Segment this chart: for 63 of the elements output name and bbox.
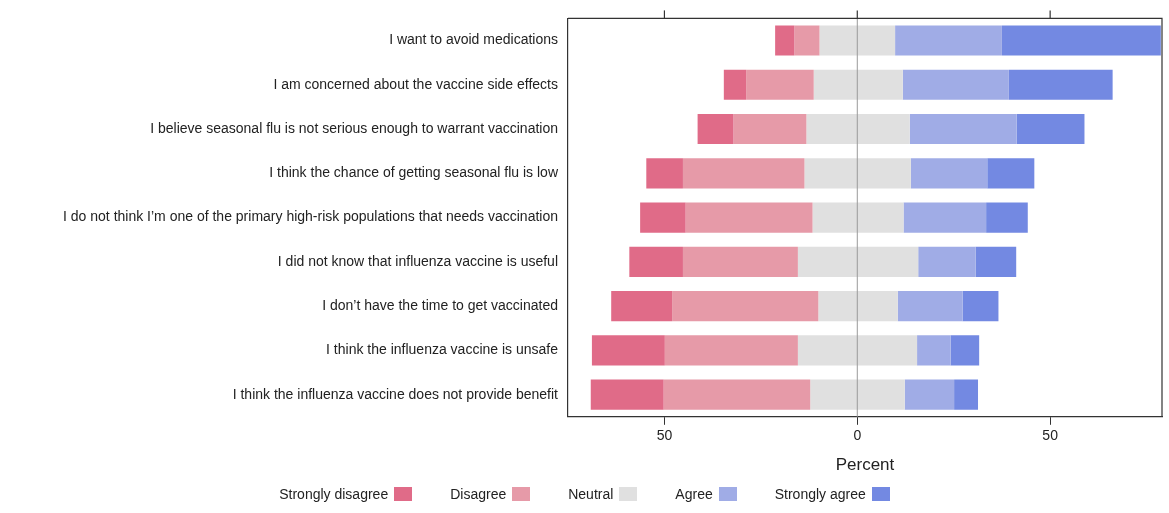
- y-tick-label: I don’t have the time to get vaccinated: [322, 296, 558, 313]
- y-tick-label: I want to avoid medications: [389, 31, 558, 48]
- bar: [646, 158, 683, 189]
- bar: [685, 202, 813, 233]
- y-tick-label: I believe seasonal flu is not serious enough to warrant vaccination: [150, 119, 558, 136]
- bar: [895, 25, 1002, 56]
- bar: [1008, 69, 1113, 100]
- bar: [797, 335, 918, 366]
- bar: [909, 114, 1017, 145]
- bar: [950, 335, 980, 366]
- bar: [775, 25, 795, 56]
- bar: [897, 291, 963, 322]
- bar: [664, 335, 798, 366]
- bar: [910, 158, 988, 189]
- legend-label: Agree: [675, 486, 713, 502]
- bar: [591, 335, 665, 366]
- bar: [987, 158, 1035, 189]
- bar: [733, 114, 807, 145]
- bar: [954, 379, 979, 410]
- bar: [682, 158, 805, 189]
- y-tick-label: I am concerned about the vaccine side effects: [273, 75, 558, 92]
- legend-label: Strongly agree: [774, 486, 866, 502]
- bar: [917, 335, 951, 366]
- bar: [682, 246, 798, 277]
- bar: [672, 291, 819, 322]
- bar: [723, 69, 747, 100]
- bar: [794, 25, 820, 56]
- bar: [903, 202, 987, 233]
- bar: [804, 158, 911, 189]
- x-tick-label: 0: [853, 427, 862, 444]
- bar: [806, 114, 910, 145]
- x-axis-title: Percent: [835, 455, 895, 475]
- bar: [918, 246, 976, 277]
- bar: [629, 246, 683, 277]
- bar: [611, 291, 673, 322]
- bar: [797, 246, 919, 277]
- bar: [810, 379, 905, 410]
- bar: [975, 246, 1017, 277]
- y-tick-label: I do not think I’m one of the primary high-risk populations that needs vaccination: [63, 208, 558, 225]
- y-tick-label: I think the chance of getting seasonal flu is low: [269, 164, 559, 181]
- bar: [640, 202, 686, 233]
- bar: [812, 202, 904, 233]
- x-tick-label: 50: [656, 427, 673, 444]
- bar: [697, 114, 734, 145]
- bar: [663, 379, 811, 410]
- bar: [746, 69, 814, 100]
- bar: [962, 291, 999, 322]
- x-tick-label: 50: [1042, 427, 1059, 444]
- y-tick-label: I think the influenza vaccine is unsafe: [326, 341, 559, 358]
- bar: [986, 202, 1028, 233]
- y-tick-label: I think the influenza vaccine does not provide benefit: [232, 385, 559, 402]
- bar: [590, 379, 664, 410]
- bar: [904, 379, 955, 410]
- bar: [818, 291, 898, 322]
- legend-label: Neutral: [568, 486, 614, 502]
- bar: [1001, 25, 1161, 56]
- bar: [819, 25, 896, 56]
- bar: [1016, 114, 1085, 145]
- y-tick-label: I did not know that influenza vaccine is useful: [277, 252, 558, 269]
- legend-label: Disagree: [450, 486, 507, 502]
- bar: [813, 69, 903, 100]
- bar: [902, 69, 1009, 100]
- legend-label: Strongly disagree: [279, 486, 389, 502]
